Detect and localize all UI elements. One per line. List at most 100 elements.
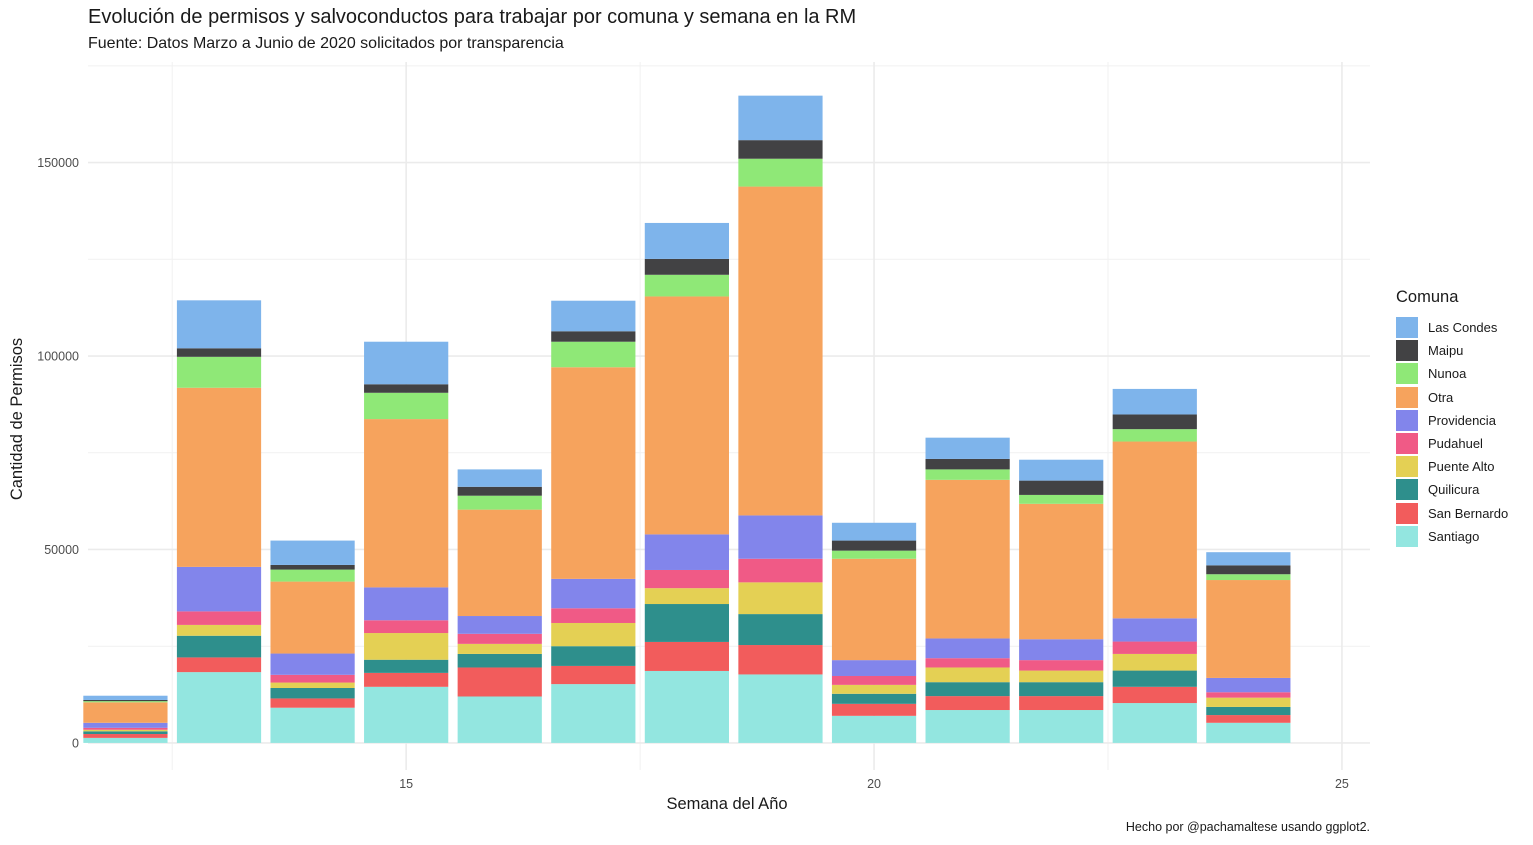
caption: Hecho por @pachamaltese usando ggplot2.	[1125, 820, 1370, 834]
legend-item: Maipu	[1396, 339, 1508, 362]
bar-segment-pudahuel-week-13	[176, 611, 262, 625]
bar-segment-pudahuel-week-19	[738, 558, 823, 583]
bar-segment-providencia-week-20	[831, 660, 917, 676]
bar-segment-otra-week-18	[644, 296, 729, 535]
bar-segment-otra-week-21	[925, 479, 1010, 639]
legend-swatch	[1396, 386, 1418, 408]
bar-segment-pudahuel-week-15	[364, 620, 449, 634]
legend-label: Otra	[1428, 389, 1454, 405]
y-tick-label: 100000	[37, 350, 79, 364]
bar-segment-san-bernardo-week-17	[551, 665, 636, 685]
legend-swatch	[1396, 409, 1418, 431]
bar-segment-las-condes-week-14	[270, 540, 355, 565]
legend-item: Las Condes	[1396, 316, 1508, 339]
bar-segment-otra-week-23	[1112, 441, 1197, 619]
bar-segment-nunoa-week-15	[364, 392, 449, 420]
bar-segment-puente-alto-week-15	[364, 633, 449, 660]
bar-segment-providencia-week-12	[83, 722, 168, 728]
bar-segment-nunoa-week-18	[644, 274, 729, 297]
bar-segment-las-condes-week-23	[1112, 388, 1197, 415]
bar-segment-puente-alto-week-21	[925, 667, 1010, 683]
bar-segment-quilicura-week-22	[1019, 682, 1104, 697]
bar-segment-san-bernardo-week-23	[1112, 686, 1197, 704]
bar-segment-las-condes-week-19	[738, 95, 823, 141]
bar-segment-nunoa-week-17	[551, 341, 636, 368]
legend-item: San Bernardo	[1396, 502, 1508, 525]
bar-segment-nunoa-week-13	[176, 356, 262, 388]
bar-segment-otra-week-12	[83, 702, 168, 723]
legend-item: Santiago	[1396, 525, 1508, 548]
y-tick-label: 0	[72, 736, 79, 750]
bar-segment-puente-alto-week-23	[1112, 653, 1197, 671]
bar-segment-pudahuel-week-16	[457, 633, 542, 644]
legend-item: Puente Alto	[1396, 455, 1508, 478]
bar-segment-otra-week-17	[551, 367, 636, 579]
bar-segment-maipu-week-21	[925, 458, 1010, 470]
bar-segment-nunoa-week-20	[831, 550, 917, 559]
bar-segment-maipu-week-16	[457, 486, 542, 496]
legend-label: Nunoa	[1428, 366, 1467, 382]
bar-segment-nunoa-week-14	[270, 569, 355, 582]
bar-segment-puente-alto-week-18	[644, 588, 729, 605]
legend-item: Providencia	[1396, 409, 1508, 432]
bar-segment-san-bernardo-week-22	[1019, 696, 1104, 711]
bar-segment-nunoa-week-19	[738, 158, 823, 187]
bar-segment-puente-alto-week-13	[176, 624, 262, 636]
bar-segment-quilicura-week-12	[83, 731, 168, 735]
bar-segment-puente-alto-week-22	[1019, 670, 1104, 683]
legend-swatch	[1396, 317, 1418, 339]
legend-swatch	[1396, 433, 1418, 455]
legend-swatch	[1396, 456, 1418, 478]
bar-segment-santiago-week-12	[83, 737, 168, 743]
bar-segment-quilicura-week-21	[925, 682, 1010, 697]
bar-segment-otra-week-14	[270, 581, 355, 654]
bar-segment-san-bernardo-week-13	[176, 657, 262, 673]
bar-segment-santiago-week-16	[457, 696, 542, 743]
bar-segment-pudahuel-week-20	[831, 675, 917, 685]
bar-segment-maipu-week-22	[1019, 480, 1104, 495]
bar-segment-providencia-week-13	[176, 566, 262, 612]
legend-label: Las Condes	[1428, 320, 1498, 336]
bar-segment-quilicura-week-16	[457, 653, 542, 668]
bar-segment-providencia-week-22	[1019, 639, 1104, 661]
bars	[83, 95, 1291, 743]
legend-label: Puente Alto	[1428, 459, 1495, 475]
bar-segment-providencia-week-16	[457, 616, 542, 634]
bar-segment-providencia-week-23	[1112, 618, 1197, 642]
bar-segment-maipu-week-15	[364, 384, 449, 393]
bar-segment-otra-week-15	[364, 419, 449, 588]
bar-segment-puente-alto-week-24	[1206, 697, 1291, 707]
bar-segment-pudahuel-week-12	[83, 727, 168, 730]
bar-segment-las-condes-week-13	[176, 300, 262, 349]
bar-segment-nunoa-week-23	[1112, 429, 1197, 442]
bar-segment-santiago-week-14	[270, 707, 355, 743]
legend-swatch	[1396, 340, 1418, 362]
bar-segment-las-condes-week-21	[925, 437, 1010, 459]
bar-segment-maipu-week-24	[1206, 565, 1291, 575]
legend-label: Pudahuel	[1428, 436, 1483, 452]
bar-segment-providencia-week-14	[270, 653, 355, 675]
bar-segment-pudahuel-week-22	[1019, 660, 1104, 671]
bar-segment-otra-week-20	[831, 558, 917, 661]
bar-segment-santiago-week-19	[738, 674, 823, 743]
bar-segment-pudahuel-week-23	[1112, 641, 1197, 654]
bar-segment-puente-alto-week-19	[738, 582, 823, 615]
bar-segment-otra-week-16	[457, 509, 542, 617]
bar-segment-puente-alto-week-17	[551, 622, 636, 647]
legend-label: Santiago	[1428, 528, 1480, 544]
bar-segment-providencia-week-19	[738, 515, 823, 559]
bar-segment-las-condes-week-20	[831, 522, 917, 541]
legend-label: Maipu	[1428, 343, 1464, 359]
bar-segment-otra-week-22	[1019, 503, 1104, 640]
bar-segment-puente-alto-week-16	[457, 643, 542, 654]
chart-title: Evolución de permisos y salvoconductos p…	[88, 6, 857, 28]
bar-segment-providencia-week-18	[644, 534, 729, 570]
legend-swatch	[1396, 502, 1418, 524]
bar-segment-las-condes-week-12	[83, 695, 168, 700]
bar-segment-santiago-week-15	[364, 686, 449, 743]
bar-segment-providencia-week-17	[551, 578, 636, 609]
chart-subtitle: Fuente: Datos Marzo a Junio de 2020 soli…	[88, 35, 564, 52]
bar-segment-las-condes-week-24	[1206, 552, 1291, 566]
bar-segment-santiago-week-17	[551, 684, 636, 743]
